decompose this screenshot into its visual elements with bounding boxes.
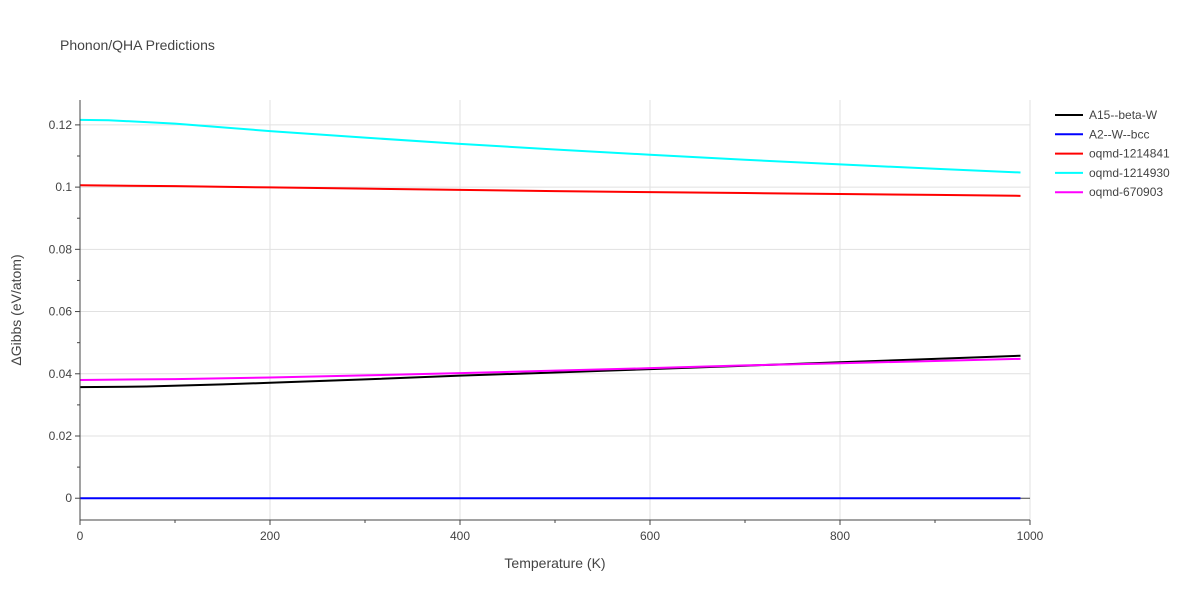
y-tick-label: 0.02	[49, 429, 73, 443]
grid-layer	[80, 100, 1031, 520]
legend-label-oqmd-1214841: oqmd-1214841	[1089, 147, 1170, 161]
series-line-a15-beta-w	[79, 354, 1021, 389]
axis-layer: 0 200 400 600 800 1000 0 0.02 0.04 0.06 0.08 0.1 0.1…	[49, 100, 1044, 543]
y-tick-label: 0.12	[49, 118, 73, 132]
legend-label-a15-beta-w: A15--beta-W	[1089, 108, 1158, 122]
chart-title: Phonon/QHA Predictions	[60, 37, 215, 53]
x-tick-label: 0	[77, 529, 84, 543]
x-tick-label: 400	[450, 529, 470, 543]
x-tick-label: 800	[830, 529, 850, 543]
series-line-oqmd-670903	[79, 357, 1021, 381]
y-axis-title: ΔGibbs (eV/atom)	[8, 254, 24, 365]
legend-label-oqmd-1214930: oqmd-1214930	[1089, 166, 1170, 180]
legend-label-oqmd-670903: oqmd-670903	[1089, 185, 1163, 199]
y-tick-label: 0.08	[49, 242, 73, 256]
x-tick-label: 200	[260, 529, 280, 543]
series-line-oqmd-1214930	[79, 118, 1021, 174]
legend-label-a2-w-bcc: A2--W--bcc	[1089, 127, 1149, 141]
x-axis-title: Temperature (K)	[504, 555, 605, 571]
x-tick-label: 1000	[1017, 529, 1044, 543]
series-layer	[79, 118, 1021, 500]
series-line-oqmd-1214841	[79, 184, 1021, 197]
x-tick-label: 600	[640, 529, 660, 543]
y-tick-label: 0.04	[49, 367, 73, 381]
y-tick-label: 0.1	[55, 180, 72, 194]
y-tick-label: 0	[65, 491, 72, 505]
y-tick-label: 0.06	[49, 305, 73, 319]
legend: A15--beta-W A2--W--bcc oqmd-1214841 oqmd-12…	[1055, 108, 1170, 199]
